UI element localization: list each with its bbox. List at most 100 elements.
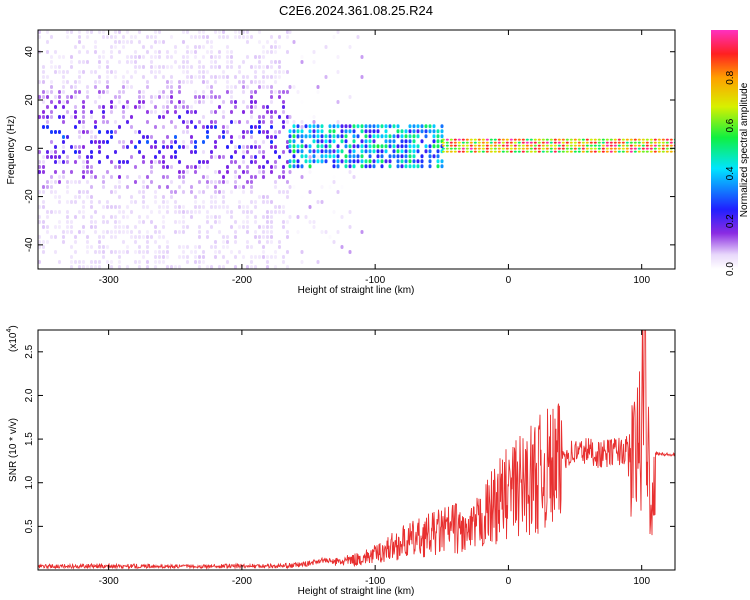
spectrogram-cell bbox=[214, 245, 217, 249]
spectrogram-cell bbox=[440, 134, 444, 139]
spectrogram-cell bbox=[122, 40, 125, 44]
spectrogram-cell bbox=[473, 147, 477, 150]
spectrogram-cell bbox=[122, 215, 125, 219]
spectrogram-cell bbox=[62, 170, 65, 174]
spectrogram-cell bbox=[368, 139, 372, 144]
spectrogram-cell bbox=[142, 155, 145, 159]
spectrogram-cell bbox=[218, 155, 221, 159]
spectrogram-cell bbox=[190, 65, 193, 69]
spectrogram-cell bbox=[292, 40, 296, 44]
spectrogram-cell bbox=[198, 165, 201, 169]
spectrogram-cell bbox=[74, 95, 77, 99]
spectrogram-cell bbox=[114, 30, 117, 34]
spectrogram-cell bbox=[282, 150, 285, 154]
spectrogram-cell bbox=[102, 230, 105, 234]
spectrogram-cell bbox=[78, 35, 81, 39]
spectrogram-cell bbox=[352, 159, 356, 164]
spectrogram-cell bbox=[90, 130, 93, 134]
spectrogram-cell bbox=[336, 134, 340, 139]
spectrogram-cell bbox=[86, 90, 89, 94]
spectrogram-cell bbox=[162, 115, 165, 119]
spectrogram-cell bbox=[274, 60, 277, 64]
spectrogram-cell bbox=[86, 165, 89, 169]
spectrogram-cell bbox=[250, 245, 253, 249]
spectrogram-cell bbox=[78, 90, 81, 94]
spectrogram-cell bbox=[122, 225, 125, 229]
colorbar-gradient bbox=[711, 30, 738, 269]
spectrogram-cell bbox=[46, 240, 49, 244]
spectrogram-cell bbox=[70, 170, 73, 174]
spectrogram-cell bbox=[356, 154, 360, 159]
spectrogram-cell bbox=[246, 35, 249, 39]
spectrogram-cell bbox=[242, 205, 245, 209]
spectrogram-cell bbox=[485, 144, 489, 147]
spectrogram-cell bbox=[533, 141, 537, 144]
spectrogram-cell bbox=[182, 255, 185, 259]
spectrogram-cell bbox=[501, 144, 505, 147]
spectrogram-cell bbox=[537, 150, 541, 153]
spectrogram-cell bbox=[328, 235, 332, 239]
spectrogram-cell bbox=[364, 134, 368, 139]
spectrogram-cell bbox=[270, 235, 273, 239]
spectrogram-cell bbox=[465, 138, 469, 141]
spectrogram-cell bbox=[182, 140, 185, 144]
spectrogram-cell bbox=[316, 159, 320, 164]
spectrogram-cell bbox=[573, 147, 577, 150]
spectrogram-cell bbox=[461, 144, 465, 147]
spectrogram-cell bbox=[308, 220, 312, 224]
spectrogram-cell bbox=[182, 190, 185, 194]
spectrogram-cell bbox=[428, 164, 432, 169]
spectrogram-cell bbox=[106, 80, 109, 84]
spectrogram-cell bbox=[74, 80, 77, 84]
spectrogram-cell bbox=[348, 250, 352, 254]
spectrogram-cell bbox=[218, 170, 221, 174]
spectrogram-cell bbox=[234, 30, 237, 34]
spectrogram-cell bbox=[609, 144, 613, 147]
spectrogram-cell bbox=[266, 225, 269, 229]
spectrogram-cell bbox=[557, 141, 561, 144]
spectrogram-cell bbox=[312, 124, 316, 129]
spectrogram-cell bbox=[66, 155, 69, 159]
spectrogram-cell bbox=[372, 129, 376, 134]
spectrogram-cell bbox=[182, 245, 185, 249]
spectrogram-cell bbox=[138, 140, 141, 144]
spectrogram-cell bbox=[262, 140, 265, 144]
spectrogram-cell bbox=[166, 145, 169, 149]
spectrogram-cell bbox=[621, 138, 625, 141]
spectrogram-cell bbox=[110, 265, 113, 269]
spectrogram-cell bbox=[274, 250, 277, 254]
spectrogram-cell bbox=[58, 115, 61, 119]
spectrogram-cell bbox=[90, 155, 93, 159]
spectrogram-cell bbox=[296, 164, 300, 169]
spectrogram-cell bbox=[457, 138, 461, 141]
spectrogram-cell bbox=[94, 40, 97, 44]
spectrogram-cell bbox=[142, 205, 145, 209]
spectrogram-cell bbox=[74, 180, 77, 184]
spectrogram-cell bbox=[621, 141, 625, 144]
spectrogram-cell bbox=[78, 120, 81, 124]
spectrogram-cell bbox=[38, 190, 41, 194]
spectrogram-cell bbox=[102, 90, 105, 94]
spectrogram-cell bbox=[198, 255, 201, 259]
spectrogram-cell bbox=[62, 160, 65, 164]
spectrogram-cell bbox=[142, 195, 145, 199]
spectrogram-cell bbox=[242, 90, 245, 94]
spectrogram-cell bbox=[118, 160, 121, 164]
colorbar-tick-label: 0.4 bbox=[725, 166, 736, 180]
spectrogram-cell bbox=[461, 141, 465, 144]
spectrogram-cell bbox=[218, 55, 221, 59]
spectrogram-cell bbox=[465, 144, 469, 147]
spectrogram-cell bbox=[288, 149, 292, 154]
spectrogram-cell bbox=[46, 215, 49, 219]
spectrogram-cell bbox=[62, 75, 65, 79]
spectrogram-cell bbox=[38, 30, 41, 34]
spectrogram-cell bbox=[360, 154, 364, 159]
y-tick-label: -20 bbox=[24, 189, 35, 204]
spectrogram-cell bbox=[98, 130, 101, 134]
spectrogram-cell bbox=[274, 135, 277, 139]
spectrogram-cell bbox=[86, 95, 89, 99]
spectrogram-cell bbox=[296, 215, 300, 219]
spectrogram-cell bbox=[340, 245, 344, 249]
spectrogram-cell bbox=[234, 75, 237, 79]
spectrogram-cell bbox=[166, 205, 169, 209]
